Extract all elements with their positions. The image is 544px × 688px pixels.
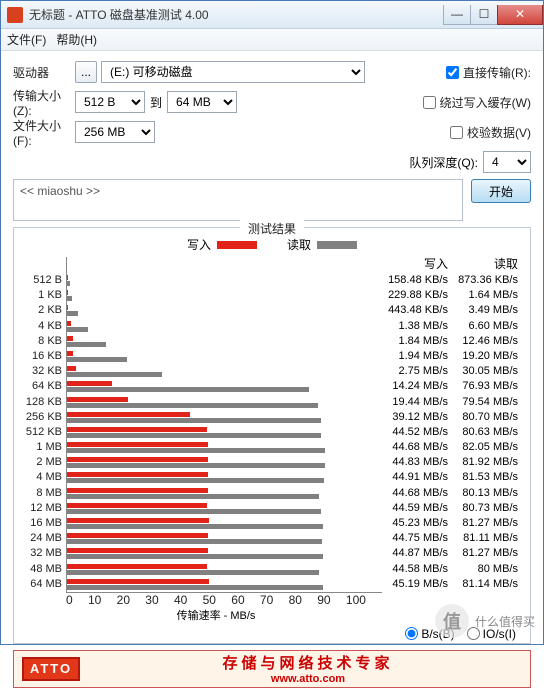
x-axis-ticks: 0102030405060708090100 <box>66 593 366 607</box>
minimize-button[interactable]: — <box>443 5 471 25</box>
maximize-button[interactable]: ☐ <box>470 5 498 25</box>
x-axis-label: 传输速率 - MB/s <box>66 607 366 623</box>
start-button[interactable]: 开始 <box>471 179 531 203</box>
y-axis-labels: 512 B1 KB2 KB4 KB8 KB16 KB32 KB64 KB128 … <box>22 257 66 593</box>
menu-file[interactable]: 文件(F) <box>7 31 46 48</box>
values-table: 写入158.48 KB/s229.88 KB/s443.48 KB/s1.38 … <box>382 257 522 593</box>
titlebar: 无标题 - ATTO 磁盘基准测试 4.00 — ☐ ✕ <box>1 1 543 29</box>
direct-io-checkbox[interactable]: 直接传输(R): <box>446 64 531 81</box>
read-swatch <box>317 241 357 249</box>
size-from-select[interactable]: 512 B <box>75 91 145 113</box>
menu-help[interactable]: 帮助(H) <box>56 31 97 48</box>
verify-checkbox[interactable]: 校验数据(V) <box>450 124 531 141</box>
to-label: 到 <box>150 94 162 111</box>
file-size-select[interactable]: 256 MB <box>75 121 155 143</box>
close-button[interactable]: ✕ <box>497 5 543 25</box>
size-to-select[interactable]: 64 MB <box>167 91 237 113</box>
write-swatch <box>217 241 257 249</box>
queue-depth-select[interactable]: 4 <box>483 151 531 173</box>
results-panel: 测试结果 写入 读取 512 B1 KB2 KB4 KB8 KB16 KB32 … <box>13 227 531 644</box>
watermark-icon: 值 <box>435 604 469 638</box>
browse-button[interactable]: ... <box>75 61 97 83</box>
bar-chart <box>66 257 382 593</box>
watermark-text: 什么值得买 <box>475 613 535 630</box>
file-size-label: 文件大小(F): <box>13 117 75 148</box>
atto-logo: ATTO <box>22 657 80 681</box>
chart-legend: 写入 读取 <box>22 236 522 253</box>
ad-text: 存储与网络技术专家 <box>94 652 522 673</box>
results-title: 测试结果 <box>240 220 304 237</box>
bypass-write-checkbox[interactable]: 绕过写入缓存(W) <box>423 94 531 111</box>
drive-select[interactable]: (E:) 可移动磁盘 <box>101 61 365 83</box>
transfer-size-label: 传输大小(Z): <box>13 87 75 118</box>
drive-label: 驱动器 <box>13 64 75 81</box>
footer-ad: ATTO 存储与网络技术专家 www.atto.com <box>13 650 531 688</box>
menubar: 文件(F) 帮助(H) <box>1 29 543 51</box>
window-title: 无标题 - ATTO 磁盘基准测试 4.00 <box>29 6 444 23</box>
watermark: 值 什么值得买 <box>435 604 535 638</box>
ad-url[interactable]: www.atto.com <box>94 673 522 685</box>
description-box[interactable]: << miaoshu >> <box>13 179 463 221</box>
queue-depth-label: 队列深度(Q): <box>409 154 478 171</box>
app-icon <box>7 7 23 23</box>
